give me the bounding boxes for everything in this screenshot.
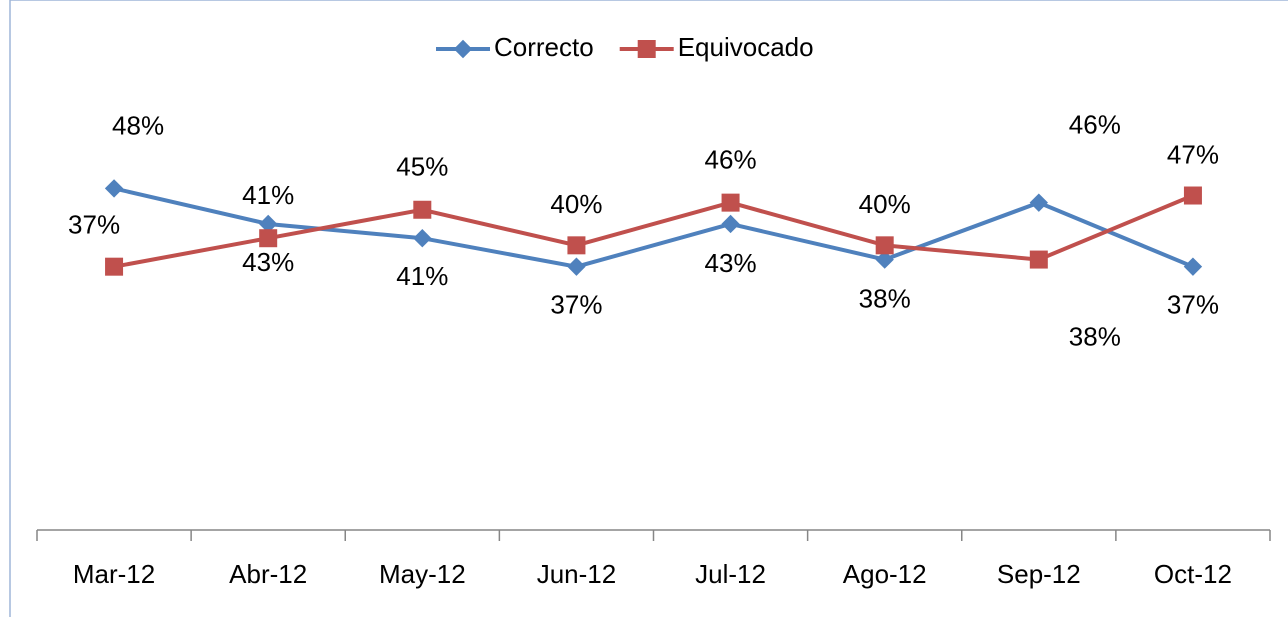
chart-frame	[9, 0, 1288, 617]
series-line	[113, 186, 1194, 269]
x-tick-label: Sep-12	[997, 559, 1081, 589]
data-label: 43%	[242, 247, 294, 277]
legend-marker	[637, 40, 656, 58]
x-tick-label: Jul-12	[695, 559, 766, 589]
legend-marker	[453, 39, 473, 59]
data-label: 48%	[112, 110, 164, 140]
point-marker	[567, 257, 586, 276]
data-label: 40%	[859, 189, 911, 219]
data-label: 40%	[550, 189, 602, 219]
data-label: 37%	[550, 290, 602, 320]
data-label: 45%	[396, 152, 448, 182]
legend-label: Correcto	[494, 32, 594, 62]
data-label: 37%	[68, 210, 120, 240]
point-marker	[1029, 250, 1048, 269]
point-marker	[104, 179, 124, 198]
x-tick-label: Abr-12	[229, 559, 307, 589]
x-tick-label: Jun-12	[537, 559, 617, 589]
x-tick-label: May-12	[379, 559, 466, 589]
point-marker	[1029, 193, 1049, 212]
point-marker	[721, 193, 740, 212]
data-label: 41%	[242, 180, 294, 210]
data-label: 46%	[1069, 110, 1121, 140]
point-marker	[1183, 257, 1203, 276]
point-marker	[567, 236, 586, 255]
point-marker	[1183, 186, 1202, 205]
data-label: 46%	[705, 145, 757, 175]
data-label: 41%	[396, 261, 448, 291]
x-tick-label: Oct-12	[1154, 559, 1232, 589]
x-tick-label: Mar-12	[73, 559, 155, 589]
data-label: 38%	[1069, 321, 1121, 351]
point-marker	[875, 236, 894, 255]
data-label: 47%	[1167, 139, 1219, 169]
point-marker	[105, 257, 124, 276]
point-marker	[413, 200, 432, 219]
data-label: 37%	[1167, 290, 1219, 320]
point-marker	[721, 214, 740, 234]
data-label: 38%	[859, 283, 911, 313]
point-marker	[258, 214, 278, 234]
point-marker	[259, 229, 278, 248]
series-line	[113, 193, 1194, 269]
legend-label: Equivocado	[678, 32, 814, 62]
data-label: 43%	[705, 248, 757, 278]
x-tick-label: Ago-12	[843, 559, 927, 589]
point-marker	[413, 229, 432, 248]
